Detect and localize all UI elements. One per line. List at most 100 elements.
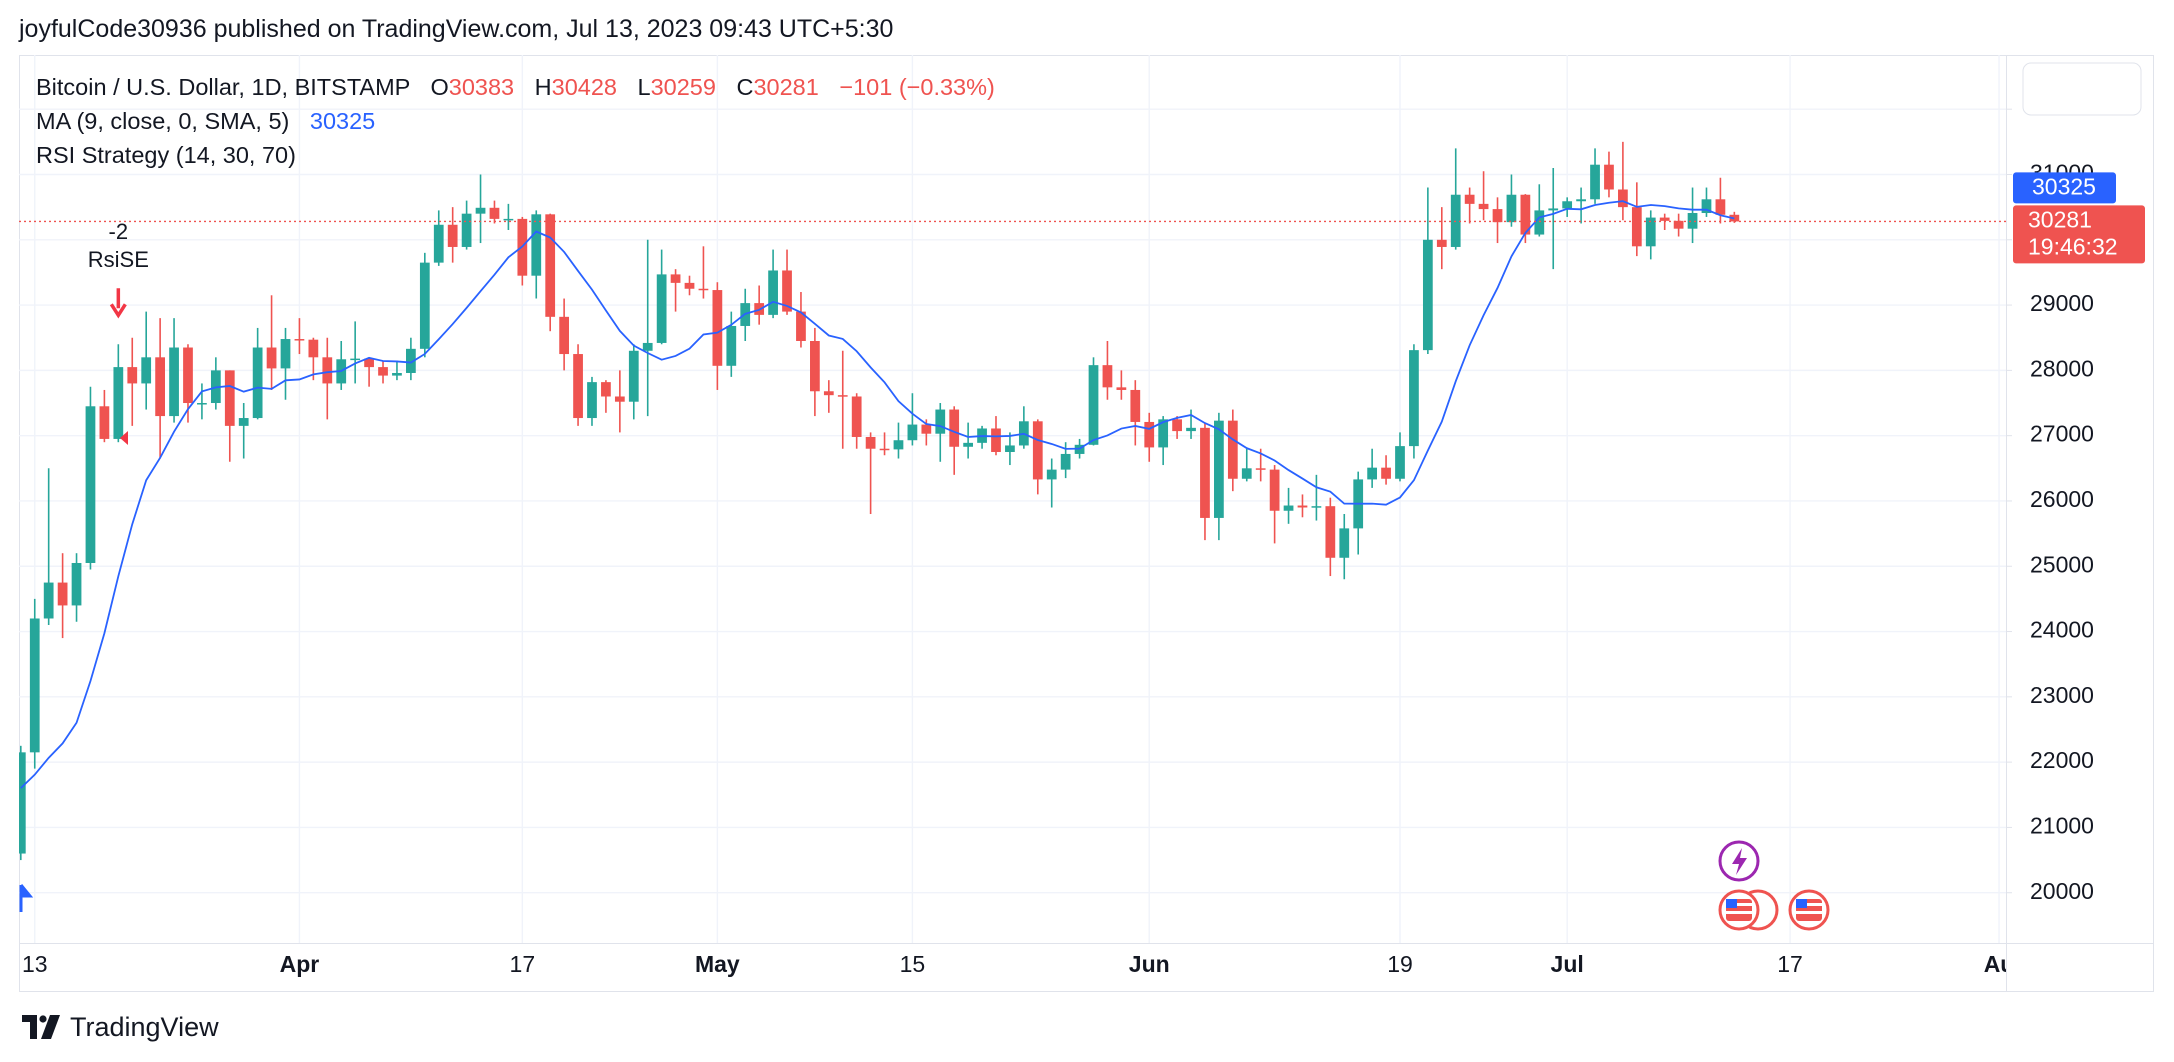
candle-body	[712, 290, 723, 366]
candle-body	[489, 207, 500, 219]
ohlc-value: 30383	[448, 74, 515, 100]
candle-body	[601, 382, 611, 397]
x-axis: 13 Apr 17 May 15 Jun 19 Jul 17 Au	[22, 951, 2006, 977]
candle-body	[1088, 365, 1099, 445]
candle-body	[1060, 453, 1071, 470]
candle-body	[475, 207, 486, 214]
x-tick-label: May	[695, 951, 740, 977]
candle-body	[1659, 217, 1670, 221]
signal-quantity: -2	[109, 219, 129, 244]
candle-body	[1618, 189, 1628, 208]
flag-icon[interactable]	[1788, 889, 1830, 931]
ohlc-letter: H	[534, 74, 552, 100]
y-tick-label: 23000	[2030, 682, 2094, 708]
candle-body	[642, 342, 653, 351]
candle-body	[503, 218, 514, 221]
y-tick-label: 29000	[2030, 290, 2094, 316]
flag-stripe	[1726, 911, 1752, 914]
logo-part	[41, 1015, 60, 1039]
candle-body	[1144, 421, 1155, 448]
logo-part	[22, 1015, 37, 1039]
candle-body	[127, 367, 138, 384]
candle-body	[1005, 445, 1015, 452]
candle-body	[364, 358, 374, 368]
x-tick-label: 15	[900, 951, 926, 977]
candle-body	[1325, 506, 1336, 558]
candle-body	[1464, 194, 1475, 204]
legend-row: RSI Strategy (14, 30, 70)	[36, 138, 995, 172]
candle-body	[1227, 420, 1238, 479]
candle-body	[963, 442, 974, 447]
candle-body	[308, 339, 319, 358]
ohlc-letter: L	[637, 74, 651, 100]
y-tick-label: 26000	[2030, 486, 2094, 512]
candle-body	[1130, 389, 1141, 422]
candle-body	[406, 348, 416, 373]
candle-body	[991, 428, 1001, 452]
ma-price-label	[2013, 172, 2116, 204]
candle-body	[99, 406, 110, 439]
candle-body	[461, 213, 472, 247]
candle-body	[1102, 365, 1113, 388]
candle-body	[1214, 420, 1224, 518]
ohlc-letter: C	[736, 74, 754, 100]
flag-icon[interactable]	[1718, 889, 1779, 931]
candle-body	[1297, 505, 1308, 508]
candle-body	[197, 403, 207, 405]
x-tick-label: 19	[1387, 951, 1413, 977]
ma-line	[20, 200, 1735, 789]
indicator-name: RSI Strategy (14, 30, 70)	[36, 142, 296, 168]
candle-body	[1562, 201, 1573, 209]
candle-body	[545, 214, 556, 317]
event-icons[interactable]	[1718, 840, 1830, 931]
candle-body	[238, 418, 249, 426]
candle-body	[1409, 350, 1419, 447]
candle-body	[949, 409, 960, 447]
candle-body	[169, 347, 179, 417]
candle-body	[392, 372, 402, 376]
candle-body	[1283, 505, 1294, 511]
candle-body	[183, 347, 193, 404]
candle-body	[1604, 164, 1614, 190]
candle-body	[935, 409, 946, 434]
candle-body	[1590, 164, 1600, 200]
candle-body	[1241, 468, 1252, 479]
candle-body	[1172, 419, 1182, 432]
candle-body	[447, 224, 458, 247]
byline: joyfulCode30936 published on TradingView…	[19, 15, 894, 43]
candle-body	[1269, 469, 1280, 511]
candle-body	[1520, 194, 1531, 235]
candle-body	[1158, 419, 1169, 448]
candle-body	[1673, 220, 1684, 229]
candle-body	[782, 270, 792, 312]
x-tick-label: Jun	[1129, 951, 1170, 977]
legend-row: MA (9, close, 0, SMA, 5) 30325	[36, 104, 995, 138]
chart-frame	[19, 55, 2154, 992]
candle-body	[1422, 239, 1433, 351]
flag-canton	[1726, 899, 1737, 908]
candle-body	[614, 396, 625, 402]
ohlc-value: 30281	[753, 74, 819, 100]
candle-body	[1311, 506, 1322, 508]
candle-body	[1395, 446, 1405, 479]
toolbar-button[interactable]	[2022, 62, 2142, 116]
candle-body	[1687, 213, 1698, 229]
legend-row: Bitcoin / U.S. Dollar, 1D, BITSTAMP O303…	[36, 70, 995, 104]
candle-body	[252, 347, 263, 419]
candle-body	[280, 339, 291, 369]
candle-body	[810, 340, 820, 392]
y-tick-label: 25000	[2030, 551, 2094, 577]
signal-arrow	[109, 288, 127, 319]
candle-body	[1255, 468, 1266, 470]
candle-body	[531, 214, 542, 276]
candle-body	[433, 224, 444, 263]
candle-body	[1492, 209, 1503, 223]
candle-body	[1478, 203, 1489, 210]
candle-body	[378, 367, 388, 376]
y-tick-label: 21000	[2030, 813, 2094, 839]
candle-body	[656, 274, 667, 343]
candle-body	[57, 582, 68, 606]
footer: TradingView	[22, 1010, 219, 1044]
